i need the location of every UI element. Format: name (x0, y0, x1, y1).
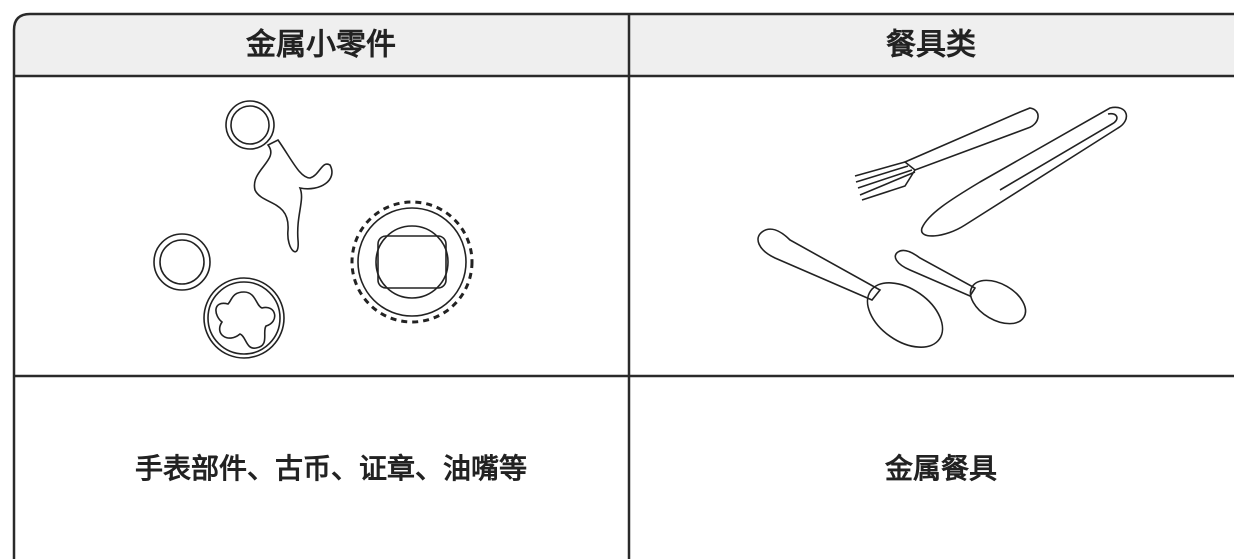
tableware-illustration (757, 106, 1128, 348)
table-border (12, 12, 1234, 559)
table-cell: 手表部件、古币、证章、油嘴等 (135, 452, 527, 485)
metal-parts-illustration (153, 100, 474, 359)
header-background (14, 14, 1234, 76)
header-cell: 金属小零件 (245, 28, 396, 63)
header-cell: 餐具类 (886, 28, 976, 63)
table-cell: 金属餐具 (884, 452, 997, 485)
